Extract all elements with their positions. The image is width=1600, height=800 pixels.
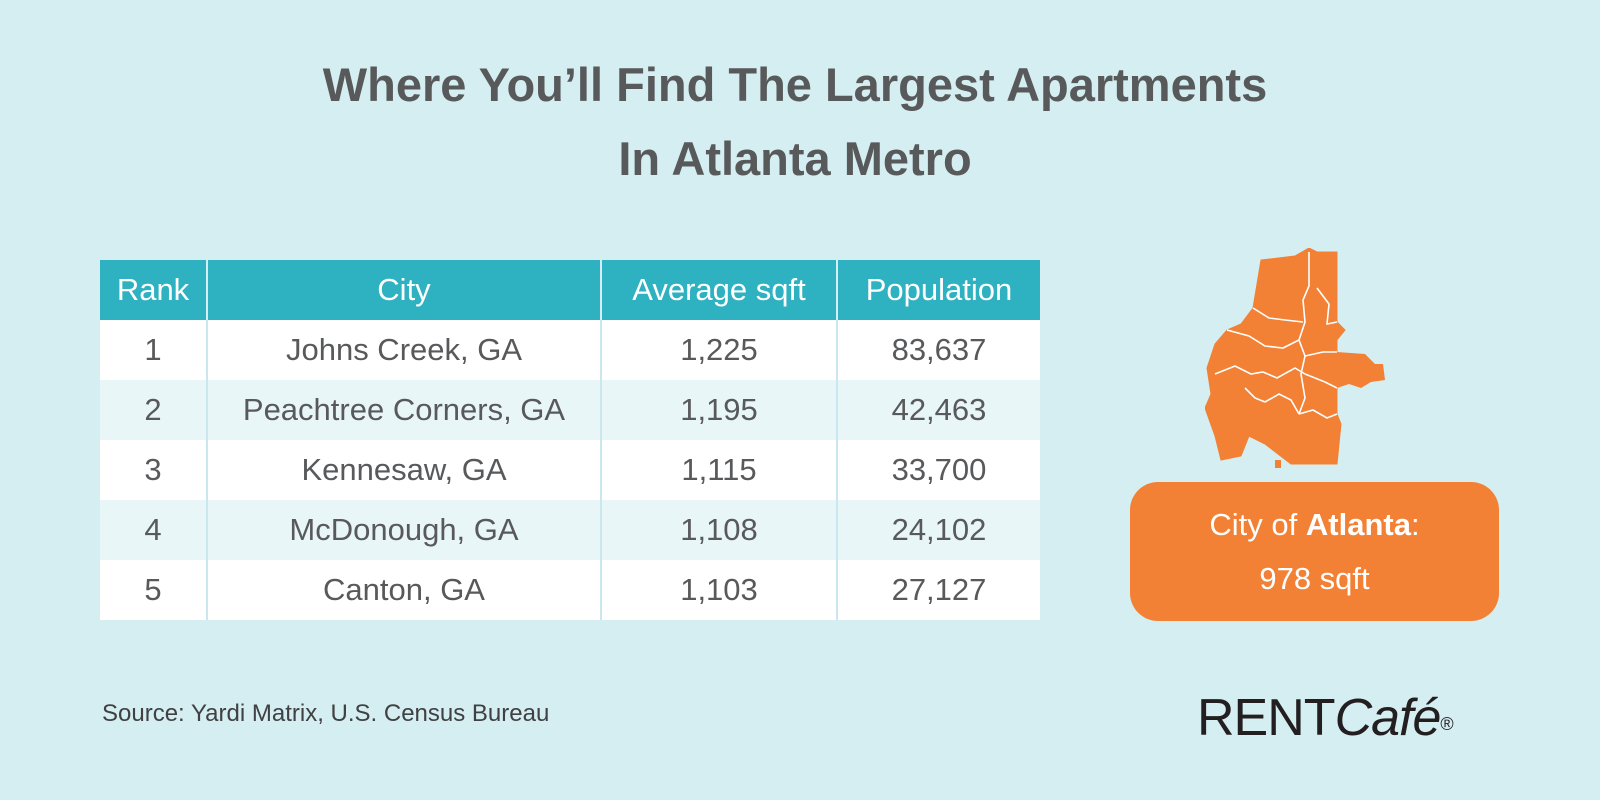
- callout-suffix: :: [1410, 506, 1420, 542]
- cell-sqft: 1,225: [601, 320, 838, 380]
- logo-rent: RENT: [1197, 689, 1336, 747]
- callout-city: Atlanta: [1305, 506, 1411, 542]
- source-note: Source: Yardi Matrix, U.S. Census Bureau: [102, 700, 550, 727]
- callout-label: City of Atlanta:: [1130, 498, 1499, 552]
- cell-population: 33,700: [837, 440, 1040, 500]
- header-city: City: [207, 260, 602, 320]
- logo-cafe: Café: [1334, 689, 1442, 747]
- cell-population: 27,127: [837, 560, 1040, 620]
- header-average-sqft: Average sqft: [601, 260, 838, 320]
- atlanta-average-callout: City of Atlanta: 978 sqft: [1130, 482, 1499, 621]
- table-row: 5 Canton, GA 1,103 27,127: [100, 560, 1040, 620]
- title-line-1: Where You’ll Find The Largest Apartments: [322, 58, 1268, 111]
- table-row: 4 McDonough, GA 1,108 24,102: [100, 500, 1040, 560]
- cell-city: Johns Creek, GA: [207, 320, 602, 380]
- cell-rank: 4: [100, 500, 208, 560]
- title-line-2: In Atlanta Metro: [618, 132, 972, 185]
- cell-population: 42,463: [837, 380, 1040, 440]
- callout-prefix: City of: [1209, 506, 1306, 542]
- cell-city: McDonough, GA: [207, 500, 602, 560]
- cell-city: Kennesaw, GA: [207, 440, 602, 500]
- cell-rank: 1: [100, 320, 208, 380]
- ranking-table: Rank City Average sqft Population 1 John…: [100, 260, 1040, 620]
- rentcafe-logo: RENTCafé®: [1197, 688, 1454, 748]
- cell-population: 83,637: [837, 320, 1040, 380]
- table-row: 1 Johns Creek, GA 1,225 83,637: [100, 320, 1040, 380]
- page-title: Where You’ll Find The Largest Apartments…: [0, 48, 1590, 196]
- table-row: 2 Peachtree Corners, GA 1,195 42,463: [100, 380, 1040, 440]
- cell-sqft: 1,103: [601, 560, 838, 620]
- cell-city: Peachtree Corners, GA: [207, 380, 602, 440]
- cell-rank: 3: [100, 440, 208, 500]
- callout-value: 978 sqft: [1259, 560, 1370, 596]
- header-rank: Rank: [100, 260, 208, 320]
- header-population: Population: [837, 260, 1040, 320]
- cell-rank: 2: [100, 380, 208, 440]
- cell-sqft: 1,108: [601, 500, 838, 560]
- cell-sqft: 1,195: [601, 380, 838, 440]
- logo-registered-mark: ®: [1440, 714, 1453, 734]
- cell-sqft: 1,115: [601, 440, 838, 500]
- table-header-row: Rank City Average sqft Population: [100, 260, 1040, 320]
- cell-population: 24,102: [837, 500, 1040, 560]
- atlanta-city-map-icon: [1204, 247, 1410, 474]
- table-row: 3 Kennesaw, GA 1,115 33,700: [100, 440, 1040, 500]
- cell-rank: 5: [100, 560, 208, 620]
- cell-city: Canton, GA: [207, 560, 602, 620]
